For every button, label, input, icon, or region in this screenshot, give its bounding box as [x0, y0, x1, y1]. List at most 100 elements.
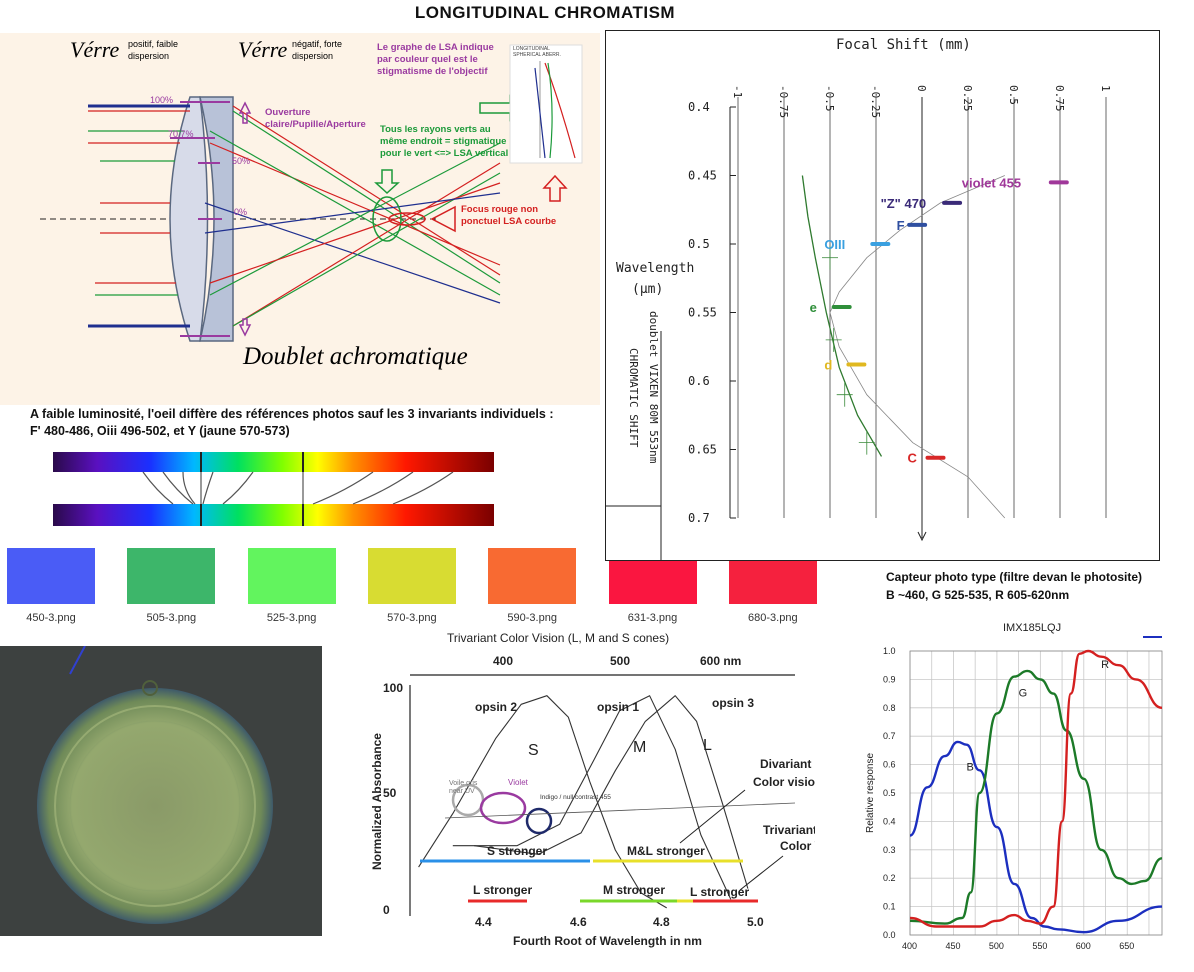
focal-x-tick: 0.75: [1053, 85, 1066, 112]
near-uv-label: near UV: [449, 788, 475, 795]
tri-x-tick: 4.8: [653, 915, 670, 929]
imx-x-tick: 450: [945, 941, 960, 951]
imx-y-tick: 0.7: [883, 731, 896, 741]
divariant-arrow: [679, 789, 746, 844]
glass-left-title: Vérre: [70, 37, 120, 62]
focal-x-tick: 0: [915, 85, 928, 92]
color-swatch: [247, 548, 336, 604]
imx-b-label: B: [966, 761, 973, 773]
swatch-label: 450-3.png: [26, 612, 76, 624]
tri-top-tick: 400: [493, 654, 513, 668]
focal-x-tick: -0.75: [777, 85, 790, 118]
imx-y-tick: 0.5: [883, 788, 896, 798]
imx-curve-R: [909, 649, 1163, 928]
focal-x-tick: -0.25: [869, 85, 882, 118]
lsa-note: Le graphe de LSA indique par couleur que…: [377, 42, 494, 77]
glass-left-desc: positif, faible dispersion: [128, 39, 179, 61]
imx-curve-B: [909, 740, 1163, 934]
color-swatch: [127, 548, 216, 604]
focal-plot-area: -1 -0.75 -0.5 -0.25 0 0.25 0.5 0.75 1 0.4 0.45 0.5 0…: [688, 85, 1112, 542]
s-stronger-label: S stronger: [487, 844, 547, 858]
imx-y-tick: 0.3: [883, 845, 896, 855]
swatch-label: 590-3.png: [507, 612, 557, 624]
divariant-label: Divariant: [760, 757, 811, 771]
trivariant-chart: Trivariant Color Vision (L, M and S cone…: [370, 631, 865, 948]
trivariant-label-2: Color Vision: [780, 839, 815, 853]
imx185-chart: IMX185LQJ 0.0 0.1 0.2 0.3 0.4 0.5 0.6 0.7 0.8 0.9 1…: [865, 622, 1163, 951]
aperture-arrow-down: [238, 318, 252, 337]
violet-guide-line: [444, 802, 796, 819]
green-focus-ellipse: [372, 196, 402, 242]
imx-r-label: R: [1101, 659, 1109, 671]
glass-right-desc: négatif, forte dispersion: [292, 39, 343, 61]
cone-curve-L: [474, 695, 749, 889]
opsin-1-label: opsin 1: [597, 700, 639, 714]
focal-y-tick: 0.7: [688, 511, 710, 525]
imx-y-tick: 1.0: [883, 646, 896, 656]
imx-y-tick: 0.4: [883, 816, 896, 826]
aperture-arrow-up: [238, 101, 252, 124]
focal-zero-arrowhead: [917, 531, 927, 542]
trivariant-chart-panel: Trivariant Color Vision (L, M and S cone…: [365, 628, 865, 958]
measured-green-curve: [801, 175, 883, 457]
tri-x-tick: 4.4: [475, 915, 492, 929]
cell-dot: [142, 680, 158, 696]
imx-x-tick: 400: [902, 941, 917, 951]
m-stronger-label: M stronger: [603, 883, 665, 897]
indigo-label: Indigo / null contrast 455: [540, 794, 611, 801]
wavelength-label: Wavelength: [616, 261, 694, 276]
imx-y-tick: 0.0: [883, 930, 896, 940]
focal-marker-label: "Z" 470: [881, 196, 927, 211]
focal-y-tick: 0.65: [688, 443, 717, 457]
swatch-label: 680-3.png: [748, 612, 798, 624]
focal-marker-label: d: [824, 358, 832, 373]
l-stronger-label-left: L stronger: [473, 883, 532, 897]
tri-y-label: Normalized Absorbance: [370, 733, 384, 870]
cone-curve-S: [418, 695, 667, 909]
tri-x-tick: 4.6: [570, 915, 587, 929]
tri-x-label: Fourth Root of Wavelength in nm: [513, 934, 702, 948]
side-label-doublet: doublet VIXEN 80M 553nm: [647, 311, 660, 464]
tri-top-tick: 500: [610, 654, 630, 668]
red-arrow-left: [430, 205, 456, 233]
opsin-3-label: opsin 3: [712, 696, 754, 710]
l-stronger-label-right: L stronger: [690, 885, 749, 899]
wavelength-unit-label: (µm): [632, 282, 663, 297]
swatch-label: 525-3.png: [266, 612, 317, 624]
doublet-diagram-panel: Vérre positif, faible dispersion Vérre n…: [0, 33, 600, 405]
doublet-diagram: [40, 44, 583, 342]
color-swatch: [488, 548, 577, 604]
grey-veil-label: Voile gris: [449, 780, 478, 787]
focal-shift-chart-panel: Focal Shift (mm) Wavelength (µm) doublet…: [605, 30, 1160, 561]
swatch-label: 505-3.png: [146, 612, 197, 624]
fitted-curve: [829, 175, 1006, 519]
imx-y-tick: 0.1: [883, 902, 896, 912]
imx-x-tick: 550: [1032, 941, 1047, 951]
focal-marker-label: violet 455: [962, 175, 1021, 190]
focal-y-tick: 0.6: [688, 374, 710, 388]
cell-body: [37, 688, 273, 924]
focal-marker-label: C: [908, 451, 918, 466]
zone-label-70: 70.7%: [168, 129, 194, 139]
eye-cell-photo: [0, 646, 322, 936]
tri-chart-title: Trivariant Color Vision (L, M and S cone…: [447, 631, 669, 645]
green-arrow-down: [374, 169, 400, 195]
imx-y-tick: 0.8: [883, 703, 896, 713]
imx-y-label: Relative response: [865, 753, 876, 833]
focal-x-tick: 0.25: [961, 85, 974, 112]
imx-chart-title: IMX185LQJ: [1003, 622, 1061, 634]
color-swatch: [367, 548, 456, 604]
trivariant-arrow: [739, 855, 784, 891]
low-light-note: A faible luminosité, l'oeil diffère des …: [30, 407, 554, 438]
focal-chart-title: Focal Shift (mm): [836, 37, 971, 53]
imx-y-tick: 0.9: [883, 674, 896, 684]
zone-label-0: 0%: [234, 207, 248, 217]
focal-marker-label: F: [897, 218, 905, 233]
swatch-label: 631-3.png: [627, 612, 678, 624]
zone-label-100: 100%: [150, 95, 174, 105]
spectrum-comparison: [53, 446, 494, 528]
tri-top-tick: 600 nm: [700, 654, 741, 668]
imx-x-tick: 650: [1119, 941, 1134, 951]
focal-y-tick: 0.45: [688, 169, 717, 183]
indigo-circle: [525, 807, 553, 835]
